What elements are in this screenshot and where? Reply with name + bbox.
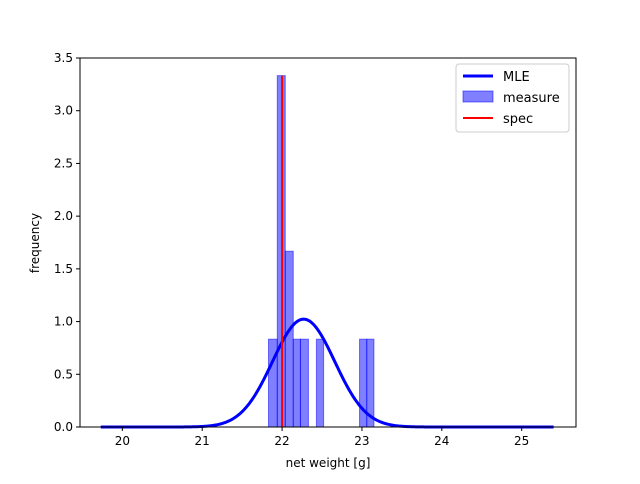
- y-tick-label: 1.0: [54, 315, 73, 329]
- x-tick-label: 22: [274, 434, 289, 448]
- legend-box: [455, 63, 570, 133]
- legend-measure-label: measure: [503, 91, 560, 106]
- histogram-bar: [315, 338, 325, 428]
- y-tick-label: 0.5: [54, 367, 73, 381]
- legend-spec-label: spec: [503, 112, 533, 127]
- y-tick-label: 2.5: [54, 156, 73, 170]
- y-tick-label: 3.5: [54, 51, 73, 65]
- legend-measure-swatch: [462, 90, 494, 103]
- x-tick-label: 21: [195, 434, 210, 448]
- histogram-bar: [284, 250, 294, 428]
- axes-frame: [79, 57, 577, 428]
- y-tick-label: 2.0: [54, 209, 73, 223]
- x-tick-label: 25: [514, 434, 529, 448]
- x-tick-label: 24: [434, 434, 449, 448]
- x-tick-label: 23: [354, 434, 369, 448]
- histogram-bar: [292, 338, 301, 428]
- y-tick-label: 0.0: [54, 420, 73, 434]
- legend-mle-label: MLE: [503, 70, 530, 85]
- x-axis-label: net weight [g]: [286, 456, 371, 470]
- y-axis-label: frequency: [28, 213, 42, 273]
- y-axis-ticks: 0.0 0.5 1.0 1.5 2.0 2.5 3.0 3.5: [54, 51, 80, 434]
- y-tick-label: 3.0: [54, 104, 73, 118]
- x-axis-ticks: 20 21 22 23 24 25: [115, 427, 529, 448]
- x-tick-label: 20: [115, 434, 130, 448]
- histogram-bar: [299, 338, 309, 428]
- y-tick-label: 1.5: [54, 262, 73, 276]
- legend: MLE measure spec: [455, 63, 570, 133]
